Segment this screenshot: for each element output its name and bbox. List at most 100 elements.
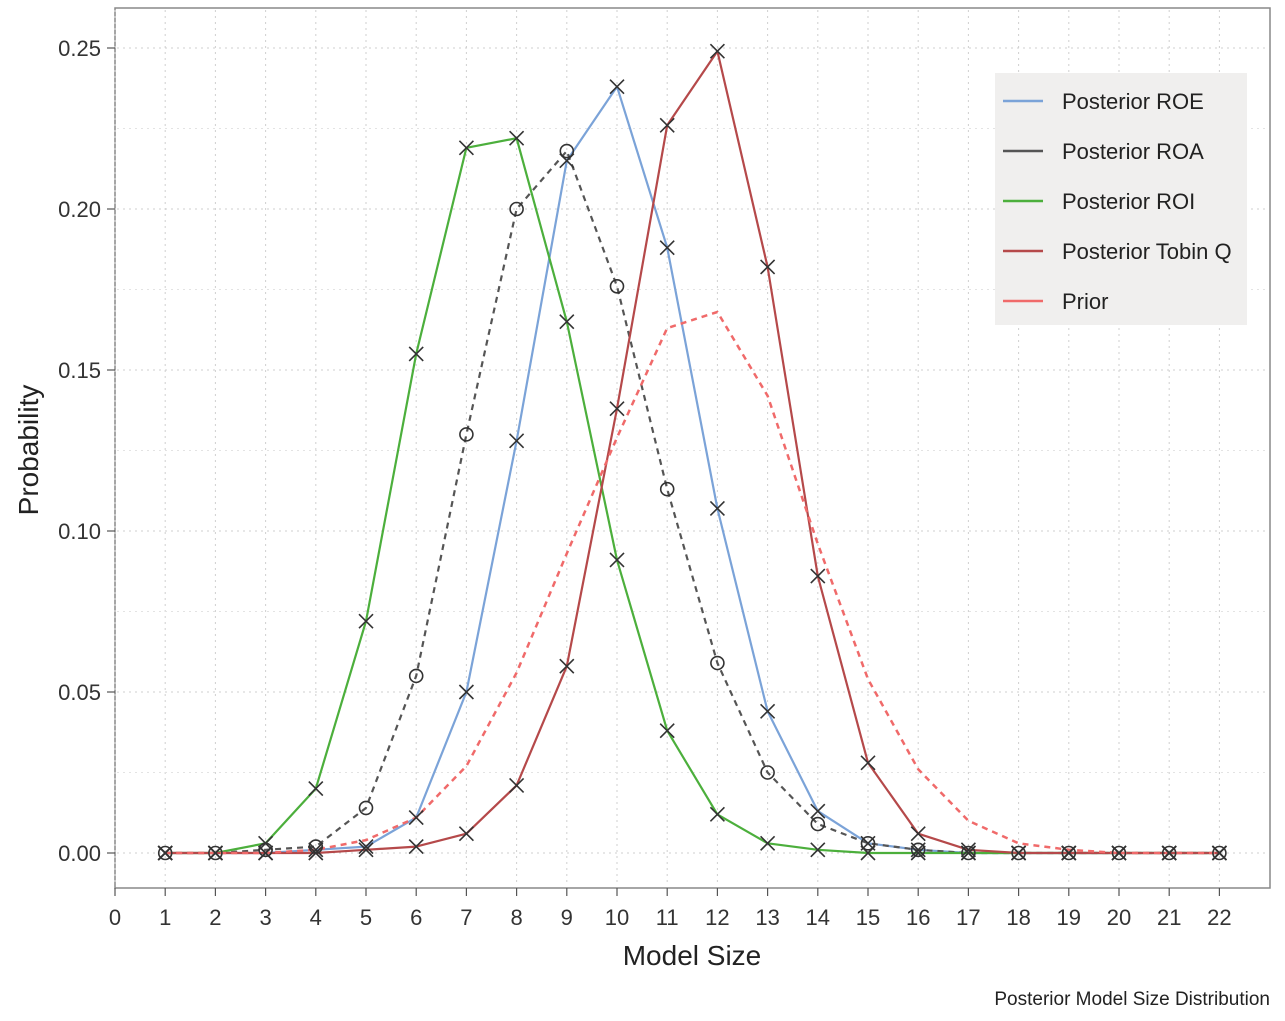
legend-label: Posterior ROA xyxy=(1062,139,1204,164)
legend-entry: Prior xyxy=(1003,289,1108,314)
y-tick-label: 0.25 xyxy=(58,36,101,61)
point-marker-posterior-roe xyxy=(709,500,725,517)
point-marker-posterior-roa xyxy=(860,836,876,851)
series-lines xyxy=(165,50,1220,855)
marker-stroke xyxy=(860,755,876,771)
marker-stroke xyxy=(1061,845,1077,861)
point-marker-posterior-tobin-q xyxy=(1111,845,1127,861)
point-marker-posterior-tobin-q xyxy=(1161,845,1177,861)
y-tick-label: 0.20 xyxy=(58,197,101,222)
marker-stroke xyxy=(157,845,173,861)
marker-stroke xyxy=(258,845,274,861)
point-marker-posterior-tobin-q xyxy=(1211,845,1227,861)
x-tick-label: 21 xyxy=(1157,905,1181,930)
marker-stroke xyxy=(408,810,424,826)
point-marker-posterior-roa xyxy=(408,668,424,684)
y-tick-label: 0.10 xyxy=(58,519,101,544)
x-tick-label: 16 xyxy=(906,905,930,930)
marker-stroke xyxy=(559,314,575,330)
x-tick-label: 15 xyxy=(856,905,880,930)
y-tick-label: 0.15 xyxy=(58,358,101,383)
marker-stroke xyxy=(509,433,525,449)
point-marker-posterior-roi xyxy=(408,346,424,362)
legend-label: Posterior ROI xyxy=(1062,189,1195,214)
marker-stroke xyxy=(609,79,625,95)
point-marker-posterior-roa xyxy=(659,481,675,497)
marker-stroke xyxy=(408,346,424,362)
point-marker-posterior-tobin-q xyxy=(408,838,424,855)
point-marker-posterior-tobin-q xyxy=(258,845,274,861)
point-marker-posterior-roi xyxy=(659,723,675,739)
marker-stroke xyxy=(207,845,223,861)
x-tick-label: 11 xyxy=(656,905,679,930)
marker-stroke xyxy=(358,838,374,855)
point-marker-posterior-roa xyxy=(208,845,223,861)
marker-stroke xyxy=(559,658,575,674)
point-marker-posterior-roi xyxy=(358,613,374,629)
y-tick-label: 0.00 xyxy=(58,841,101,866)
x-tick-label: 12 xyxy=(705,905,729,930)
marker-stroke xyxy=(509,130,525,146)
point-marker-posterior-roa xyxy=(1111,845,1127,861)
legend-label: Posterior ROE xyxy=(1062,89,1204,114)
point-marker-posterior-tobin-q xyxy=(659,117,675,133)
x-axis-ticks: 0 1 2 3 4 5 6 7 8 9 10 11 12 13 14 15 16 17 18 19 20 21 22 xyxy=(109,888,1232,930)
point-marker-posterior-roa xyxy=(609,278,625,294)
point-marker-posterior-roi xyxy=(709,806,725,822)
legend-entry: Posterior ROI xyxy=(1003,189,1195,214)
x-tick-label: 0 xyxy=(109,905,121,930)
x-tick-label: 2 xyxy=(209,905,221,930)
marker-stroke xyxy=(960,842,976,858)
marker-stroke xyxy=(659,117,675,133)
point-marker-posterior-roa xyxy=(1011,845,1026,861)
marker-stroke xyxy=(659,723,675,739)
point-marker-posterior-roe xyxy=(358,838,374,855)
marker-stroke xyxy=(458,140,474,156)
point-marker-posterior-tobin-q xyxy=(810,568,826,584)
point-marker-posterior-roa xyxy=(358,800,374,816)
marker-stroke xyxy=(1111,845,1127,861)
legend-entry: Posterior Tobin Q xyxy=(1003,239,1232,264)
point-marker-posterior-roa xyxy=(710,655,725,671)
x-tick-label: 6 xyxy=(410,905,422,930)
point-marker-posterior-roe xyxy=(609,79,625,95)
marker-stroke xyxy=(358,613,374,629)
legend-label: Posterior Tobin Q xyxy=(1062,239,1232,264)
point-marker-posterior-roa xyxy=(157,845,173,861)
point-marker-posterior-roi xyxy=(760,835,776,851)
x-tick-label: 10 xyxy=(605,905,629,930)
marker-stroke xyxy=(609,552,625,568)
point-marker-posterior-roa xyxy=(559,143,575,159)
marker-stroke xyxy=(458,826,474,842)
point-marker-posterior-roe xyxy=(408,810,424,826)
point-marker-posterior-roi xyxy=(559,314,575,330)
marker-stroke xyxy=(308,845,324,861)
point-marker-posterior-tobin-q xyxy=(509,777,525,793)
point-marker-posterior-tobin-q xyxy=(358,842,374,858)
series-line-prior xyxy=(165,310,1220,855)
marker-stroke xyxy=(408,838,424,855)
point-marker-posterior-roi xyxy=(609,552,625,568)
series-line-posterior-tobin-q xyxy=(165,50,1220,855)
marker-stroke xyxy=(810,803,826,819)
point-marker-posterior-roi xyxy=(960,845,976,861)
point-marker-posterior-roi xyxy=(910,845,926,861)
marker-stroke xyxy=(1211,845,1227,861)
x-tick-label: 5 xyxy=(360,905,372,930)
x-tick-label: 13 xyxy=(755,905,779,930)
point-marker-posterior-roa xyxy=(810,816,826,832)
marker-stroke xyxy=(910,826,926,842)
x-tick-label: 3 xyxy=(259,905,271,930)
point-marker-posterior-roe xyxy=(810,803,826,819)
point-marker-posterior-tobin-q xyxy=(559,658,575,674)
x-tick-label: 1 xyxy=(159,905,171,930)
x-tick-label: 9 xyxy=(561,905,573,930)
point-marker-posterior-tobin-q xyxy=(157,845,173,861)
marker-stroke xyxy=(1161,845,1177,861)
point-marker-posterior-roe xyxy=(308,842,324,858)
point-marker-posterior-tobin-q xyxy=(1061,845,1077,861)
marker-stroke xyxy=(659,240,675,256)
legend-entry: Posterior ROA xyxy=(1003,139,1204,164)
y-axis-title: Probability xyxy=(13,385,44,516)
